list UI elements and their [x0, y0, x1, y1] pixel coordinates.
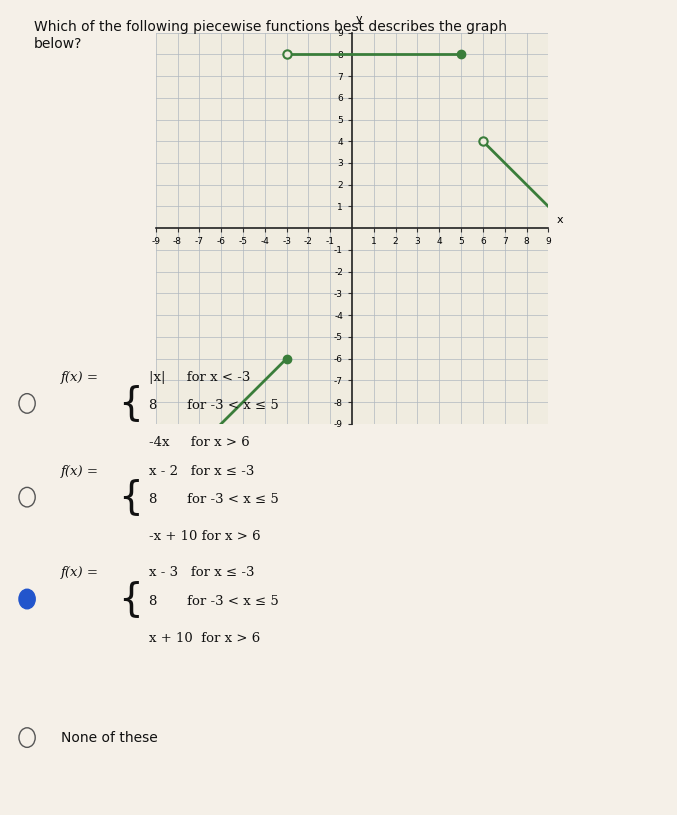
Text: below?: below? [34, 37, 82, 51]
Text: x + 10  for x > 6: x + 10 for x > 6 [149, 632, 260, 645]
Text: {: { [118, 385, 144, 422]
Text: f(x) =: f(x) = [61, 566, 99, 579]
Text: {: { [118, 580, 144, 618]
Text: f(x) =: f(x) = [61, 465, 99, 478]
Text: {: { [118, 478, 144, 516]
Text: x: x [557, 215, 564, 225]
Text: |x|     for x < -3: |x| for x < -3 [149, 371, 250, 384]
Text: -4x     for x > 6: -4x for x > 6 [149, 436, 250, 449]
Text: None of these: None of these [61, 730, 158, 745]
Text: 8       for -3 < x ≤ 5: 8 for -3 < x ≤ 5 [149, 399, 279, 412]
Text: Which of the following piecewise functions best describes the graph: Which of the following piecewise functio… [34, 20, 507, 34]
Text: y: y [355, 14, 362, 24]
Text: f(x) =: f(x) = [61, 371, 99, 384]
Text: -x + 10 for x > 6: -x + 10 for x > 6 [149, 530, 261, 543]
Text: x - 2   for x ≤ -3: x - 2 for x ≤ -3 [149, 465, 255, 478]
Text: x - 3   for x ≤ -3: x - 3 for x ≤ -3 [149, 566, 255, 579]
Text: 8       for -3 < x ≤ 5: 8 for -3 < x ≤ 5 [149, 595, 279, 608]
Text: 8       for -3 < x ≤ 5: 8 for -3 < x ≤ 5 [149, 493, 279, 506]
